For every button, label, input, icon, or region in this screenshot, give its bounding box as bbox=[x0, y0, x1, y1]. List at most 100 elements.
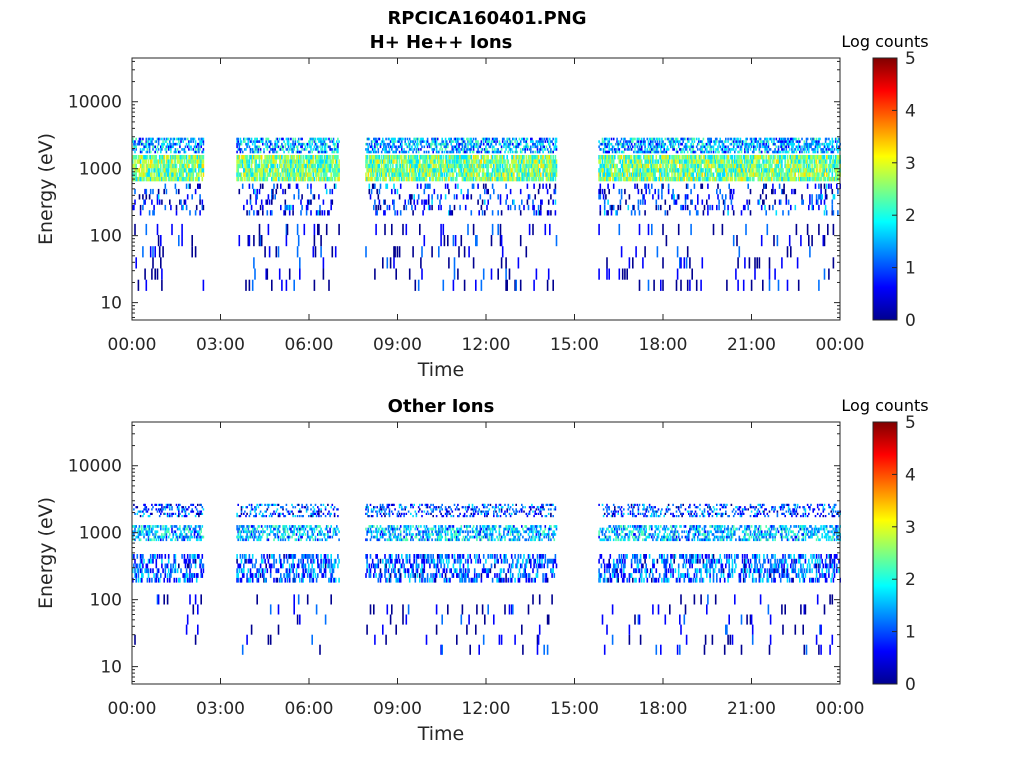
spectrogram-cell bbox=[540, 176, 542, 182]
spectrogram-cell bbox=[720, 159, 723, 164]
spectrogram-cell bbox=[284, 188, 287, 195]
spectrogram-cell bbox=[717, 172, 719, 177]
spectrogram-cell bbox=[674, 159, 677, 164]
spectrogram-cell bbox=[777, 155, 780, 160]
spectrogram-cell bbox=[287, 163, 290, 169]
spectrogram-cell bbox=[163, 159, 165, 164]
spectrogram-cell bbox=[144, 159, 146, 164]
spectrogram-cell bbox=[686, 140, 689, 143]
spectrogram-cell bbox=[145, 145, 148, 149]
spectrogram-cell bbox=[297, 137, 300, 141]
spectrogram-cell bbox=[273, 150, 275, 154]
spectrogram-cell bbox=[662, 140, 664, 143]
spectrogram-cell bbox=[194, 176, 197, 182]
spectrogram-cell bbox=[452, 148, 455, 151]
spectrogram-cell bbox=[617, 142, 619, 146]
spectrogram-cell bbox=[189, 140, 191, 143]
spectrogram-cell bbox=[547, 155, 550, 160]
spectrogram-cell bbox=[753, 176, 755, 182]
spectrogram-cell bbox=[188, 159, 190, 164]
spectrogram-cell bbox=[774, 163, 776, 169]
spectrogram-cell bbox=[768, 279, 771, 291]
spectrogram-cell bbox=[287, 183, 290, 189]
spectrogram-cell bbox=[554, 145, 557, 149]
spectrogram-cell bbox=[419, 155, 421, 160]
spectrogram-cell bbox=[334, 246, 337, 258]
spectrogram-cell bbox=[278, 148, 281, 151]
spectrogram-cell bbox=[277, 145, 280, 149]
spectrogram-cell bbox=[644, 159, 646, 164]
spectrogram-cell bbox=[693, 137, 696, 141]
spectrogram-cell bbox=[421, 168, 423, 173]
spectrogram-cell bbox=[183, 159, 186, 164]
spectrogram-cell bbox=[250, 148, 253, 151]
spectrogram-cell bbox=[664, 142, 667, 146]
spectrogram-cell bbox=[609, 176, 612, 182]
spectrogram-cell bbox=[369, 168, 372, 173]
spectrogram-cell bbox=[172, 163, 174, 169]
spectrogram-cell bbox=[646, 172, 649, 177]
spectrogram-cell bbox=[416, 142, 419, 146]
spectrogram-cell bbox=[731, 194, 734, 200]
spectrogram-cell bbox=[640, 176, 643, 182]
spectrogram-cell bbox=[794, 159, 797, 164]
spectrogram-cell bbox=[421, 268, 423, 280]
spectrogram-cell bbox=[243, 140, 245, 143]
spectrogram-cell bbox=[603, 210, 606, 216]
spectrogram-cell bbox=[793, 168, 795, 173]
spectrogram-cell bbox=[533, 159, 535, 164]
spectrogram-cell bbox=[554, 210, 557, 216]
spectrogram-cell bbox=[790, 137, 792, 141]
spectrogram-cell bbox=[152, 137, 154, 141]
spectrogram-cell bbox=[481, 163, 484, 169]
spectrogram-cell bbox=[470, 194, 473, 200]
spectrogram-cell bbox=[546, 155, 549, 160]
spectrogram-cell bbox=[310, 199, 312, 205]
spectrogram-cell bbox=[141, 150, 143, 154]
spectrogram-cell bbox=[721, 168, 724, 173]
spectrogram-cell bbox=[624, 159, 626, 164]
spectrogram-cell bbox=[162, 145, 164, 149]
spectrogram-cell bbox=[515, 159, 517, 164]
spectrogram-cell bbox=[458, 142, 460, 146]
spectrogram-cell bbox=[247, 159, 250, 164]
spectrogram-cell bbox=[484, 172, 486, 177]
spectrogram-cell bbox=[527, 172, 530, 177]
spectrogram-cell bbox=[722, 150, 725, 154]
spectrogram-cell bbox=[547, 210, 550, 216]
spectrogram-cell bbox=[273, 148, 275, 151]
spectrogram-cell bbox=[461, 137, 464, 141]
spectrogram-cell bbox=[482, 183, 485, 189]
spectrogram-cell bbox=[251, 172, 254, 177]
spectrogram-cell bbox=[378, 172, 381, 177]
spectrogram-cell bbox=[475, 168, 477, 173]
spectrogram-cell bbox=[748, 257, 751, 269]
spectrogram-cell bbox=[475, 279, 477, 291]
spectrogram-cell bbox=[794, 148, 797, 151]
spectrogram-cell bbox=[528, 168, 531, 173]
spectrogram-cell bbox=[312, 172, 315, 177]
spectrogram-cell bbox=[407, 172, 410, 177]
spectrogram-cell bbox=[734, 168, 736, 173]
spectrogram-cell bbox=[202, 137, 205, 141]
spectrogram-cell bbox=[792, 137, 794, 141]
spectrogram-cell bbox=[763, 140, 765, 143]
spectrogram-cell bbox=[607, 159, 609, 164]
spectrogram-cell bbox=[282, 145, 284, 149]
spectrogram-cell bbox=[644, 168, 646, 173]
spectrogram-cell bbox=[377, 150, 380, 154]
spectrogram-cell bbox=[462, 137, 465, 141]
spectrogram-cell bbox=[239, 172, 242, 177]
spectrogram-cell bbox=[509, 163, 512, 169]
spectrogram-cell bbox=[721, 223, 724, 236]
spectrogram-cell bbox=[387, 145, 390, 149]
spectrogram-cell bbox=[466, 194, 468, 200]
spectrogram-cell bbox=[181, 137, 183, 141]
spectrogram-cell bbox=[545, 172, 548, 177]
spectrogram-cell bbox=[142, 172, 144, 177]
spectrogram-cell bbox=[256, 148, 258, 151]
spectrogram-cell bbox=[189, 172, 191, 177]
spectrogram-cell bbox=[606, 159, 608, 164]
spectrogram-cell bbox=[148, 150, 151, 154]
spectrogram-cell bbox=[509, 142, 512, 146]
